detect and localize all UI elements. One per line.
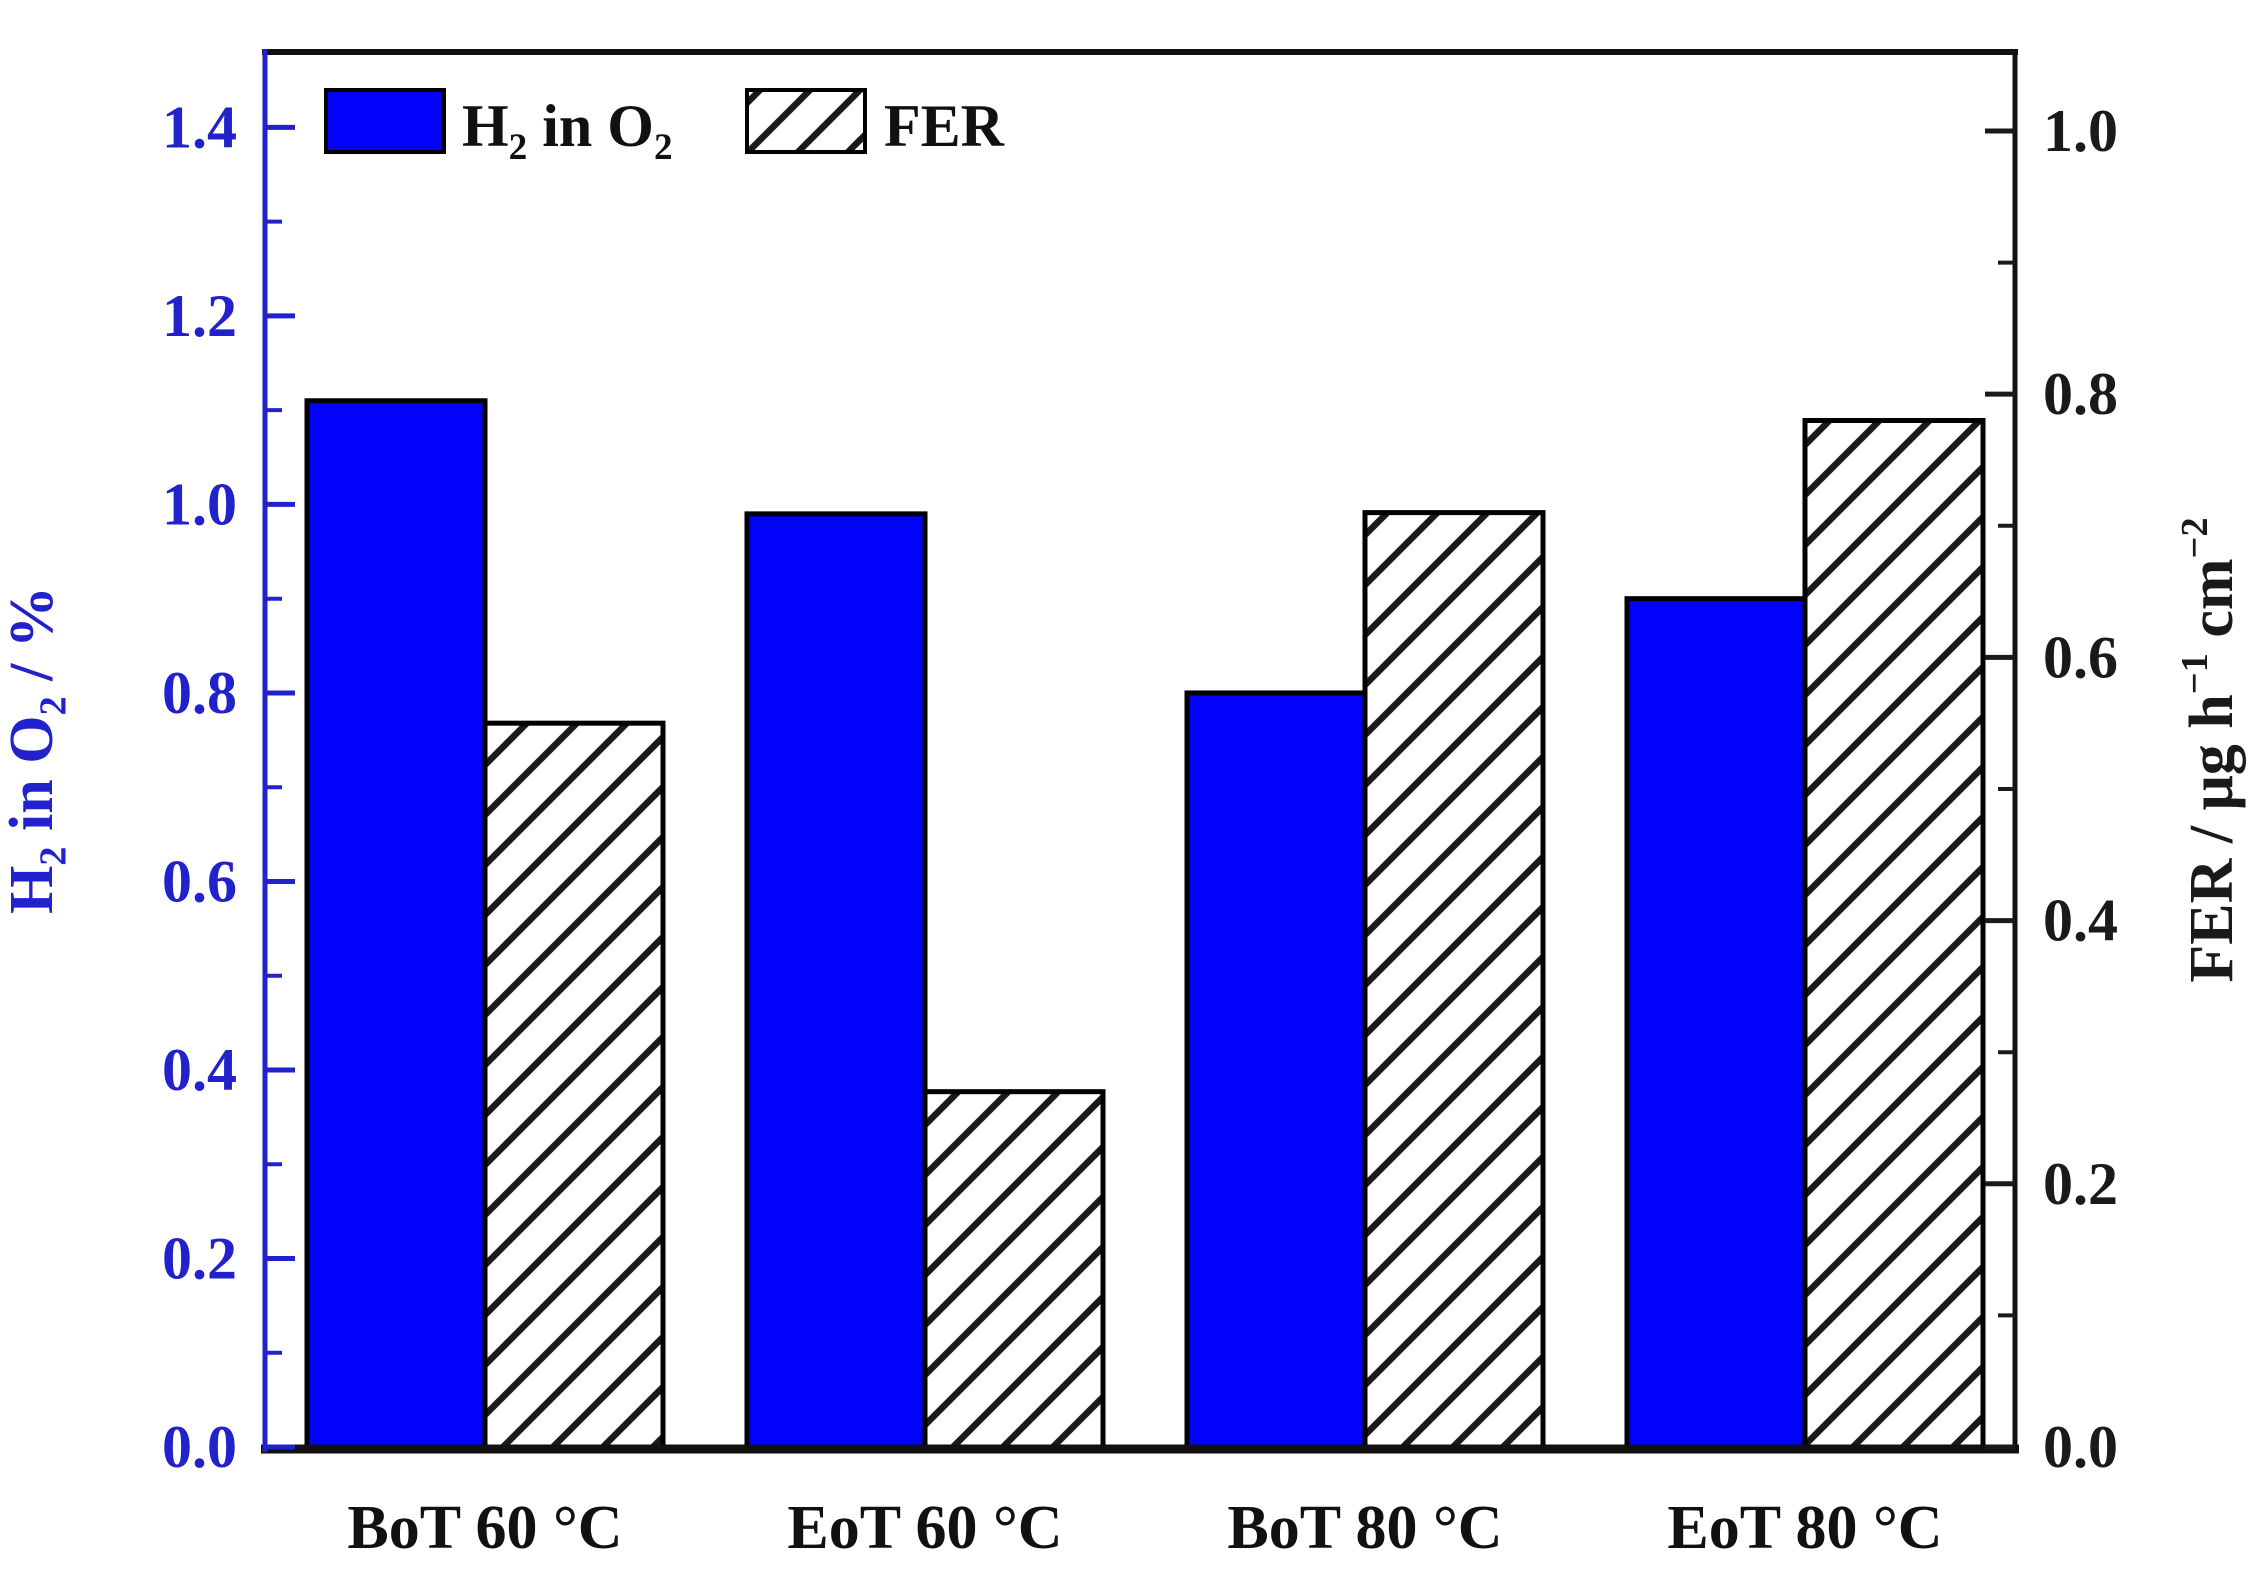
left-axis-tick-label: 0.8	[162, 660, 237, 726]
left-axis-tick-label: 1.0	[162, 471, 237, 537]
legend-swatch-fer	[745, 88, 867, 154]
x-category-label: BoT 80 °C	[1227, 1494, 1502, 1562]
right-axis-tick-label: 0.2	[2043, 1151, 2118, 1217]
right-axis-title: FER / μg h−1 cm−2	[2174, 517, 2246, 982]
right-axis-tick-label: 1.0	[2043, 98, 2118, 164]
x-category-label: EoT 80 °C	[1667, 1494, 1942, 1562]
left-axis-tick-label: 0.2	[162, 1225, 237, 1291]
right-axis-tick-label: 0.8	[2043, 361, 2118, 427]
right-axis-tick-label: 0.4	[2043, 888, 2118, 954]
bar-h2-0	[304, 398, 488, 1450]
left-axis-tick-label: 0.4	[162, 1037, 237, 1103]
bar-fer-1	[922, 1089, 1106, 1450]
bar-h2-1	[744, 511, 928, 1450]
left-axis-tick-label: 0.6	[162, 848, 237, 914]
left-axis-tick-label: 1.2	[162, 283, 237, 349]
legend-label-h2: H2 in O2	[462, 93, 673, 168]
right-axis-tick-label: 0.6	[2043, 624, 2118, 690]
bar-h2-3	[1624, 596, 1808, 1450]
x-category-label: BoT 60 °C	[347, 1494, 622, 1562]
x-category-label: EoT 60 °C	[787, 1494, 1062, 1562]
left-axis-tick-label: 1.4	[162, 94, 237, 160]
legend-swatch-h2	[324, 88, 446, 154]
bar-fer-2	[1362, 510, 1546, 1450]
bar-h2-2	[1184, 690, 1368, 1450]
left-axis-title: H2 in O2 / %	[0, 586, 75, 914]
left-axis-tick-label: 0.0	[162, 1414, 237, 1480]
right-axis-tick-label: 0.0	[2043, 1414, 2118, 1480]
bar-fer-3	[1802, 417, 1986, 1450]
bar-fer-0	[482, 720, 666, 1450]
legend-label-fer: FER	[884, 93, 1005, 159]
